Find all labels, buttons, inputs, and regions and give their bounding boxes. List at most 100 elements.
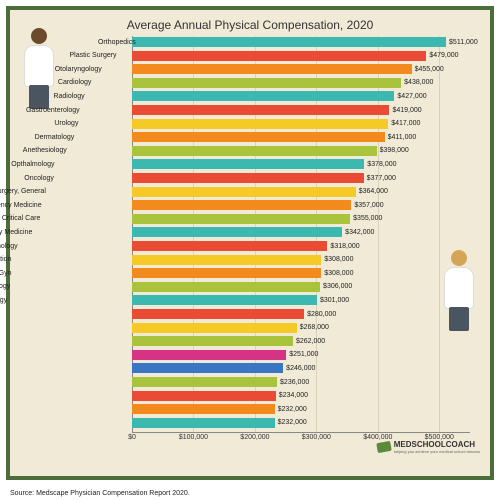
bar [132, 91, 394, 101]
bar-label: Ob/Gyn [0, 270, 11, 277]
bar-row: Anethesiology$398,000 [132, 146, 409, 156]
bar-row: Psychiatry$268,000 [132, 323, 329, 333]
bar-row: Surgery, General$364,000 [132, 187, 388, 197]
bar-value: $355,000 [353, 215, 382, 222]
bar-value: $479,000 [429, 52, 458, 59]
bar-row: Physical Medicine & Rehabilitation$308,0… [132, 255, 353, 265]
bar-value: $378,000 [367, 161, 396, 168]
bar-row: Allergy & Immunology$301,000 [132, 295, 349, 305]
bar [132, 51, 426, 61]
bar [132, 159, 364, 169]
bar-value: $427,000 [397, 93, 426, 100]
bar-row: Urology$417,000 [132, 119, 420, 129]
chart-title: Average Annual Physical Compensation, 20… [10, 10, 490, 36]
bar-row: Internal Medicine$251,000 [132, 350, 318, 360]
bar-label: Emergency Medicine [0, 202, 42, 209]
bar-value: $357,000 [354, 202, 383, 209]
bar-value: $411,000 [388, 134, 417, 141]
x-tick-label: $300,000 [302, 434, 331, 441]
x-tick-label: $200,000 [240, 434, 269, 441]
bar [132, 404, 275, 414]
bar [132, 200, 351, 210]
bar-label: Dermatology [0, 134, 74, 141]
bar-label: Urology [0, 120, 78, 127]
bar-chart: $0$100,000$200,000$300,000$400,000$500,0… [132, 36, 470, 446]
bar-row: Cardiology$438,000 [132, 78, 433, 88]
bar-value: $251,000 [289, 351, 318, 358]
bar-value: $419,000 [392, 107, 421, 114]
bar-label: Pathology [0, 243, 18, 250]
bar-value: $306,000 [323, 283, 352, 290]
bar-value: $342,000 [345, 229, 374, 236]
bar [132, 268, 321, 278]
bar-label: Anethesiology [0, 147, 67, 154]
bar [132, 391, 276, 401]
grid-line [439, 36, 440, 432]
bar [132, 64, 412, 74]
bar [132, 187, 356, 197]
bar [132, 78, 401, 88]
bar-row: Diabetes & Endocrinology$236,000 [132, 377, 309, 387]
bar-value: $262,000 [296, 338, 325, 345]
bar [132, 119, 388, 129]
bar [132, 309, 304, 319]
source-citation: Source: Medscape Physician Compensation … [10, 490, 190, 497]
bar-row: Nephrology$306,000 [132, 282, 352, 292]
bar [132, 227, 342, 237]
bar [132, 132, 385, 142]
bar-label: Allergy & Immunology [0, 297, 7, 304]
bar-row: Opthalmology$378,000 [132, 159, 397, 169]
bar-value: $417,000 [391, 120, 420, 127]
bar-row: Pulmonary Medicine$342,000 [132, 227, 374, 237]
bar-row: Gastroenterology$419,000 [132, 105, 422, 115]
bar-row: Neurology$280,000 [132, 309, 336, 319]
bar-label: Critical Care [0, 215, 40, 222]
bar-label: Surgery, General [0, 188, 46, 195]
bar-value: $301,000 [320, 297, 349, 304]
medschoolcoach-logo: MEDSCHOOLCOACH helping you achieve your … [377, 440, 480, 454]
bar-label: Nephrology [0, 283, 10, 290]
bar [132, 336, 293, 346]
bar [132, 241, 327, 251]
bar [132, 350, 286, 360]
bar-label: Opthalmology [0, 161, 55, 168]
bar [132, 418, 275, 428]
bar [132, 377, 277, 387]
bar-value: $246,000 [286, 365, 315, 372]
bar [132, 37, 446, 47]
bar-label: Gastroenterology [0, 107, 80, 114]
bar-label: Orthopedics [0, 39, 136, 46]
bar [132, 295, 317, 305]
x-axis [132, 432, 470, 433]
bar [132, 282, 320, 292]
bar-row: Radiology$427,000 [132, 91, 427, 101]
bar-row: Public Health & Preventive Medicine$232,… [132, 404, 307, 414]
bar-row: Pathology$318,000 [132, 241, 360, 251]
grad-cap-icon [376, 441, 392, 453]
bar-row: Emergency Medicine$357,000 [132, 200, 384, 210]
bar-value: $398,000 [380, 147, 409, 154]
bar-label: Otolaryngology [0, 66, 102, 73]
bar-row: Family Medicine$234,000 [132, 391, 308, 401]
bar [132, 363, 283, 373]
bar-row: Pediatrics$232,000 [132, 418, 307, 428]
bar-label: Pulmonary Medicine [0, 229, 32, 236]
bar-value: $308,000 [324, 256, 353, 263]
bar-row: Infectious Diseases$246,000 [132, 363, 315, 373]
bar [132, 146, 377, 156]
bar-value: $318,000 [330, 243, 359, 250]
bar-label: Plastic Surgery [0, 52, 117, 59]
logo-text: MEDSCHOOLCOACH [394, 440, 475, 449]
bar-value: $308,000 [324, 270, 353, 277]
bar-row: Dermatology$411,000 [132, 132, 416, 142]
bar-value: $234,000 [279, 392, 308, 399]
bar-row: Plastic Surgery$479,000 [132, 51, 459, 61]
bar-value: $377,000 [367, 175, 396, 182]
bar [132, 323, 297, 333]
bar-value: $232,000 [278, 419, 307, 426]
bar-row: Oncology$377,000 [132, 173, 396, 183]
bar-label: Radiology [0, 93, 85, 100]
bar-row: Otolaryngology$455,000 [132, 64, 444, 74]
bar-value: $236,000 [280, 379, 309, 386]
bar-value: $280,000 [307, 311, 336, 318]
